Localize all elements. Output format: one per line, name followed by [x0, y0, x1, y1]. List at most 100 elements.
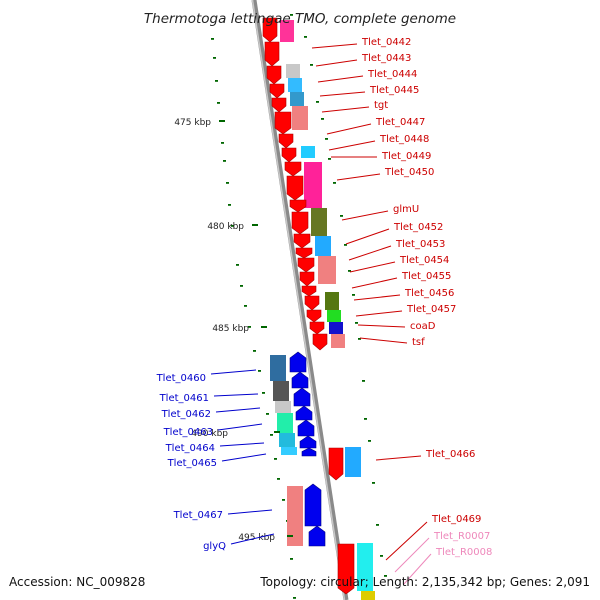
outer-tick	[244, 305, 247, 307]
gene-arrows	[262, 17, 355, 595]
outer-tick	[262, 392, 265, 394]
cds-block	[357, 543, 373, 591]
gene-label[interactable]: Tlet_0454	[399, 255, 449, 266]
gene-label[interactable]: glyQ	[203, 541, 226, 552]
inner-tick	[352, 294, 355, 296]
forward-gene-arrow	[266, 65, 282, 85]
outer-tick	[270, 434, 273, 436]
scale-tick	[252, 224, 258, 226]
outer-tick	[266, 413, 269, 415]
outer-tick	[240, 285, 243, 287]
forward-gene-arrow	[289, 199, 307, 213]
outer-tick	[228, 204, 231, 206]
cds-block	[279, 433, 295, 447]
forward-gene-arrow	[284, 161, 302, 177]
inner-tick	[304, 36, 307, 38]
forward-gene-arrow	[269, 83, 285, 99]
gene-label[interactable]: Tlet_0466	[425, 449, 475, 460]
leader-line	[394, 537, 430, 573]
leader-line	[353, 294, 401, 301]
gene-label[interactable]: Tlet_0464	[165, 443, 215, 454]
leader-line	[359, 337, 408, 344]
gene-label[interactable]: Tlet_0448	[379, 134, 429, 145]
forward-gene-arrow	[286, 175, 304, 201]
outer-tick	[226, 182, 229, 184]
gene-label[interactable]: Tlet_0463	[163, 427, 213, 438]
scale-tick	[219, 120, 225, 122]
gene-label[interactable]: Tlet_0457	[406, 304, 456, 315]
inner-tick	[348, 270, 351, 272]
cds-block	[288, 78, 302, 92]
gene-label[interactable]: Tlet_0447	[375, 117, 425, 128]
cds-block	[318, 256, 336, 284]
leader-line	[355, 310, 403, 317]
leader-line	[213, 393, 259, 397]
gene-label[interactable]: tsf	[412, 337, 425, 348]
gene-label[interactable]: Tlet_0445	[369, 85, 419, 96]
gene-label[interactable]: Tlet_0452	[393, 222, 443, 233]
inner-tick-ring	[290, 14, 387, 577]
gene-label[interactable]: Tlet_0443	[361, 53, 411, 64]
inner-tick	[368, 440, 371, 442]
cds-block	[286, 64, 300, 78]
reverse-gene-arrow	[301, 447, 317, 457]
inner-tick	[355, 322, 358, 324]
leader-line	[227, 509, 273, 515]
gene-label[interactable]: Tlet_0465	[167, 458, 217, 469]
gene-label[interactable]: Tlet_0449	[381, 151, 431, 162]
leader-line	[321, 106, 370, 113]
leader-line	[375, 455, 422, 461]
leader-line	[385, 521, 428, 561]
leader-line	[328, 140, 376, 151]
outer-tick	[293, 597, 296, 599]
gene-label[interactable]: tgt	[374, 100, 388, 111]
forward-gene-arrow	[301, 285, 317, 297]
scale-label: 475 kbp	[174, 118, 211, 128]
cds-block	[281, 447, 297, 455]
gene-label[interactable]: coaD	[410, 321, 436, 332]
inner-tick	[376, 524, 379, 526]
cds-block	[301, 146, 315, 158]
outer-tick	[253, 350, 256, 352]
inner-tick	[321, 118, 324, 120]
leader-line	[317, 75, 364, 83]
gene-label[interactable]: Tlet_0467	[173, 510, 223, 521]
forward-gene-arrow	[278, 133, 294, 149]
cds-block	[275, 401, 291, 413]
gene-label[interactable]: Tlet_0469	[431, 514, 481, 525]
forward-gene-arrow	[264, 41, 280, 67]
outer-tick	[211, 38, 214, 40]
outer-tick	[215, 80, 218, 82]
reverse-gene-arrow	[297, 419, 315, 437]
leader-line	[311, 43, 358, 49]
cds-block	[311, 208, 327, 236]
cds-block	[315, 236, 331, 256]
gene-label[interactable]: Tlet_0461	[159, 393, 209, 404]
gene-label[interactable]: Tlet_R0007	[433, 531, 490, 542]
forward-gene-arrow	[312, 333, 328, 351]
gene-label[interactable]: Tlet_0455	[401, 271, 451, 282]
gene-label[interactable]: Tlet_0444	[367, 69, 417, 80]
inner-tick	[290, 14, 293, 16]
outer-tick	[231, 225, 234, 227]
scale-tick	[274, 431, 280, 433]
leader-line	[230, 533, 275, 545]
gene-label[interactable]: Tlet_0462	[161, 409, 211, 420]
forward-gene-arrow	[328, 447, 344, 481]
gene-label[interactable]: Tlet_0456	[404, 288, 454, 299]
outer-tick	[274, 458, 277, 460]
outer-tick	[223, 160, 226, 162]
reverse-gene-arrow	[299, 435, 317, 449]
gene-label[interactable]: Tlet_0442	[361, 37, 411, 48]
outer-tick	[258, 370, 261, 372]
accession-text: Accession: NC_009828	[9, 575, 145, 589]
gene-label[interactable]: Tlet_R0008	[435, 547, 492, 558]
gene-label[interactable]: Tlet_0453	[395, 239, 445, 250]
gene-label[interactable]: Tlet_0450	[384, 167, 434, 178]
gene-label[interactable]: glmU	[393, 204, 419, 215]
gene-label[interactable]: Tlet_0460	[156, 373, 206, 384]
inner-tick	[328, 158, 331, 160]
scale-tick	[287, 535, 293, 537]
forward-gene-arrow	[299, 271, 315, 287]
